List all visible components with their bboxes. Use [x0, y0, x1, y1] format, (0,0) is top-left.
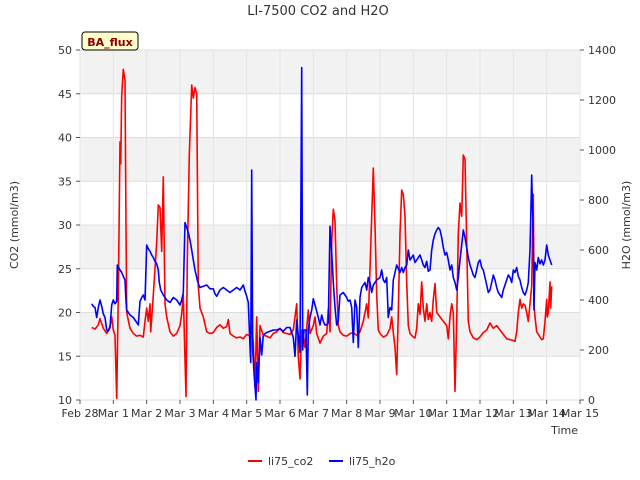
- x-tick-label: Mar 8: [331, 407, 362, 420]
- chart-title: LI-7500 CO2 and H2O: [247, 4, 389, 19]
- x-tick-label: Mar 6: [264, 407, 295, 420]
- y2-tick-label: 1400: [588, 44, 616, 57]
- legend-label-co2: li75_co2: [268, 455, 313, 468]
- series-line-li75_co2: [91, 68, 553, 400]
- y2-tick-label: 600: [588, 244, 609, 257]
- y-tick-label: 15: [58, 350, 72, 363]
- x-tick-label: Mar 10: [394, 407, 432, 420]
- y-tick-label: 30: [58, 219, 72, 232]
- y2-tick-label: 0: [588, 394, 595, 407]
- badge-box: [81, 31, 139, 51]
- y2-tick-label: 800: [588, 194, 609, 207]
- x-tick-label: Mar 5: [231, 407, 262, 420]
- series-layer: [91, 66, 553, 401]
- axes: 10 15 20 25 30 35 40 45 50 0 200 400 600 800 1000 1200 1…: [58, 44, 616, 420]
- y2-axis-title: H2O (mmol/m3): [620, 181, 633, 270]
- grid-lines: [79, 49, 581, 401]
- y2-tick-label: 1200: [588, 94, 616, 107]
- x-tick-label: Mar 11: [428, 407, 466, 420]
- plot-band: [80, 50, 580, 94]
- x-tick-label: Feb 28: [62, 407, 99, 420]
- y-tick-label: 35: [58, 175, 72, 188]
- x-tick-label: Mar 2: [131, 407, 162, 420]
- y-axis-title: CO2 (mmol/m3): [8, 181, 21, 269]
- x-tick-label: Mar 4: [198, 407, 229, 420]
- x-axis-title: Time: [550, 424, 578, 437]
- series-line-li75_h2o: [91, 66, 553, 401]
- y-tick-label: 25: [58, 263, 72, 276]
- y2-tick-label: 400: [588, 294, 609, 307]
- y2-tick-label: 1000: [588, 144, 616, 157]
- x-tick-label: Mar 9: [364, 407, 395, 420]
- y-tick-label: 20: [58, 307, 72, 320]
- plot-band: [80, 93, 580, 138]
- x-tick-label: Mar 13: [494, 407, 532, 420]
- plot-band: [80, 356, 580, 400]
- x-tick-label: Mar 1: [98, 407, 129, 420]
- x-tick-label: Mar 3: [164, 407, 195, 420]
- legend-label-h2o: li75_h2o: [349, 455, 396, 468]
- x-tick-label: Mar 7: [298, 407, 329, 420]
- legend: li75_co2 li75_h2o: [248, 455, 396, 468]
- y-tick-label: 50: [58, 44, 72, 57]
- x-tick-label: Mar 15: [561, 407, 599, 420]
- y-tick-label: 40: [58, 132, 72, 145]
- x-tick-label: Mar 14: [528, 407, 566, 420]
- plot-band: [80, 181, 580, 225]
- y2-tick-label: 200: [588, 344, 609, 357]
- plot-band: [80, 137, 580, 182]
- y-tick-label: 45: [58, 88, 72, 101]
- badge: BA_flux: [81, 31, 139, 51]
- y-tick-label: 10: [58, 394, 72, 407]
- badge-label: BA_flux: [87, 36, 132, 49]
- x-tick-label: Mar 12: [461, 407, 499, 420]
